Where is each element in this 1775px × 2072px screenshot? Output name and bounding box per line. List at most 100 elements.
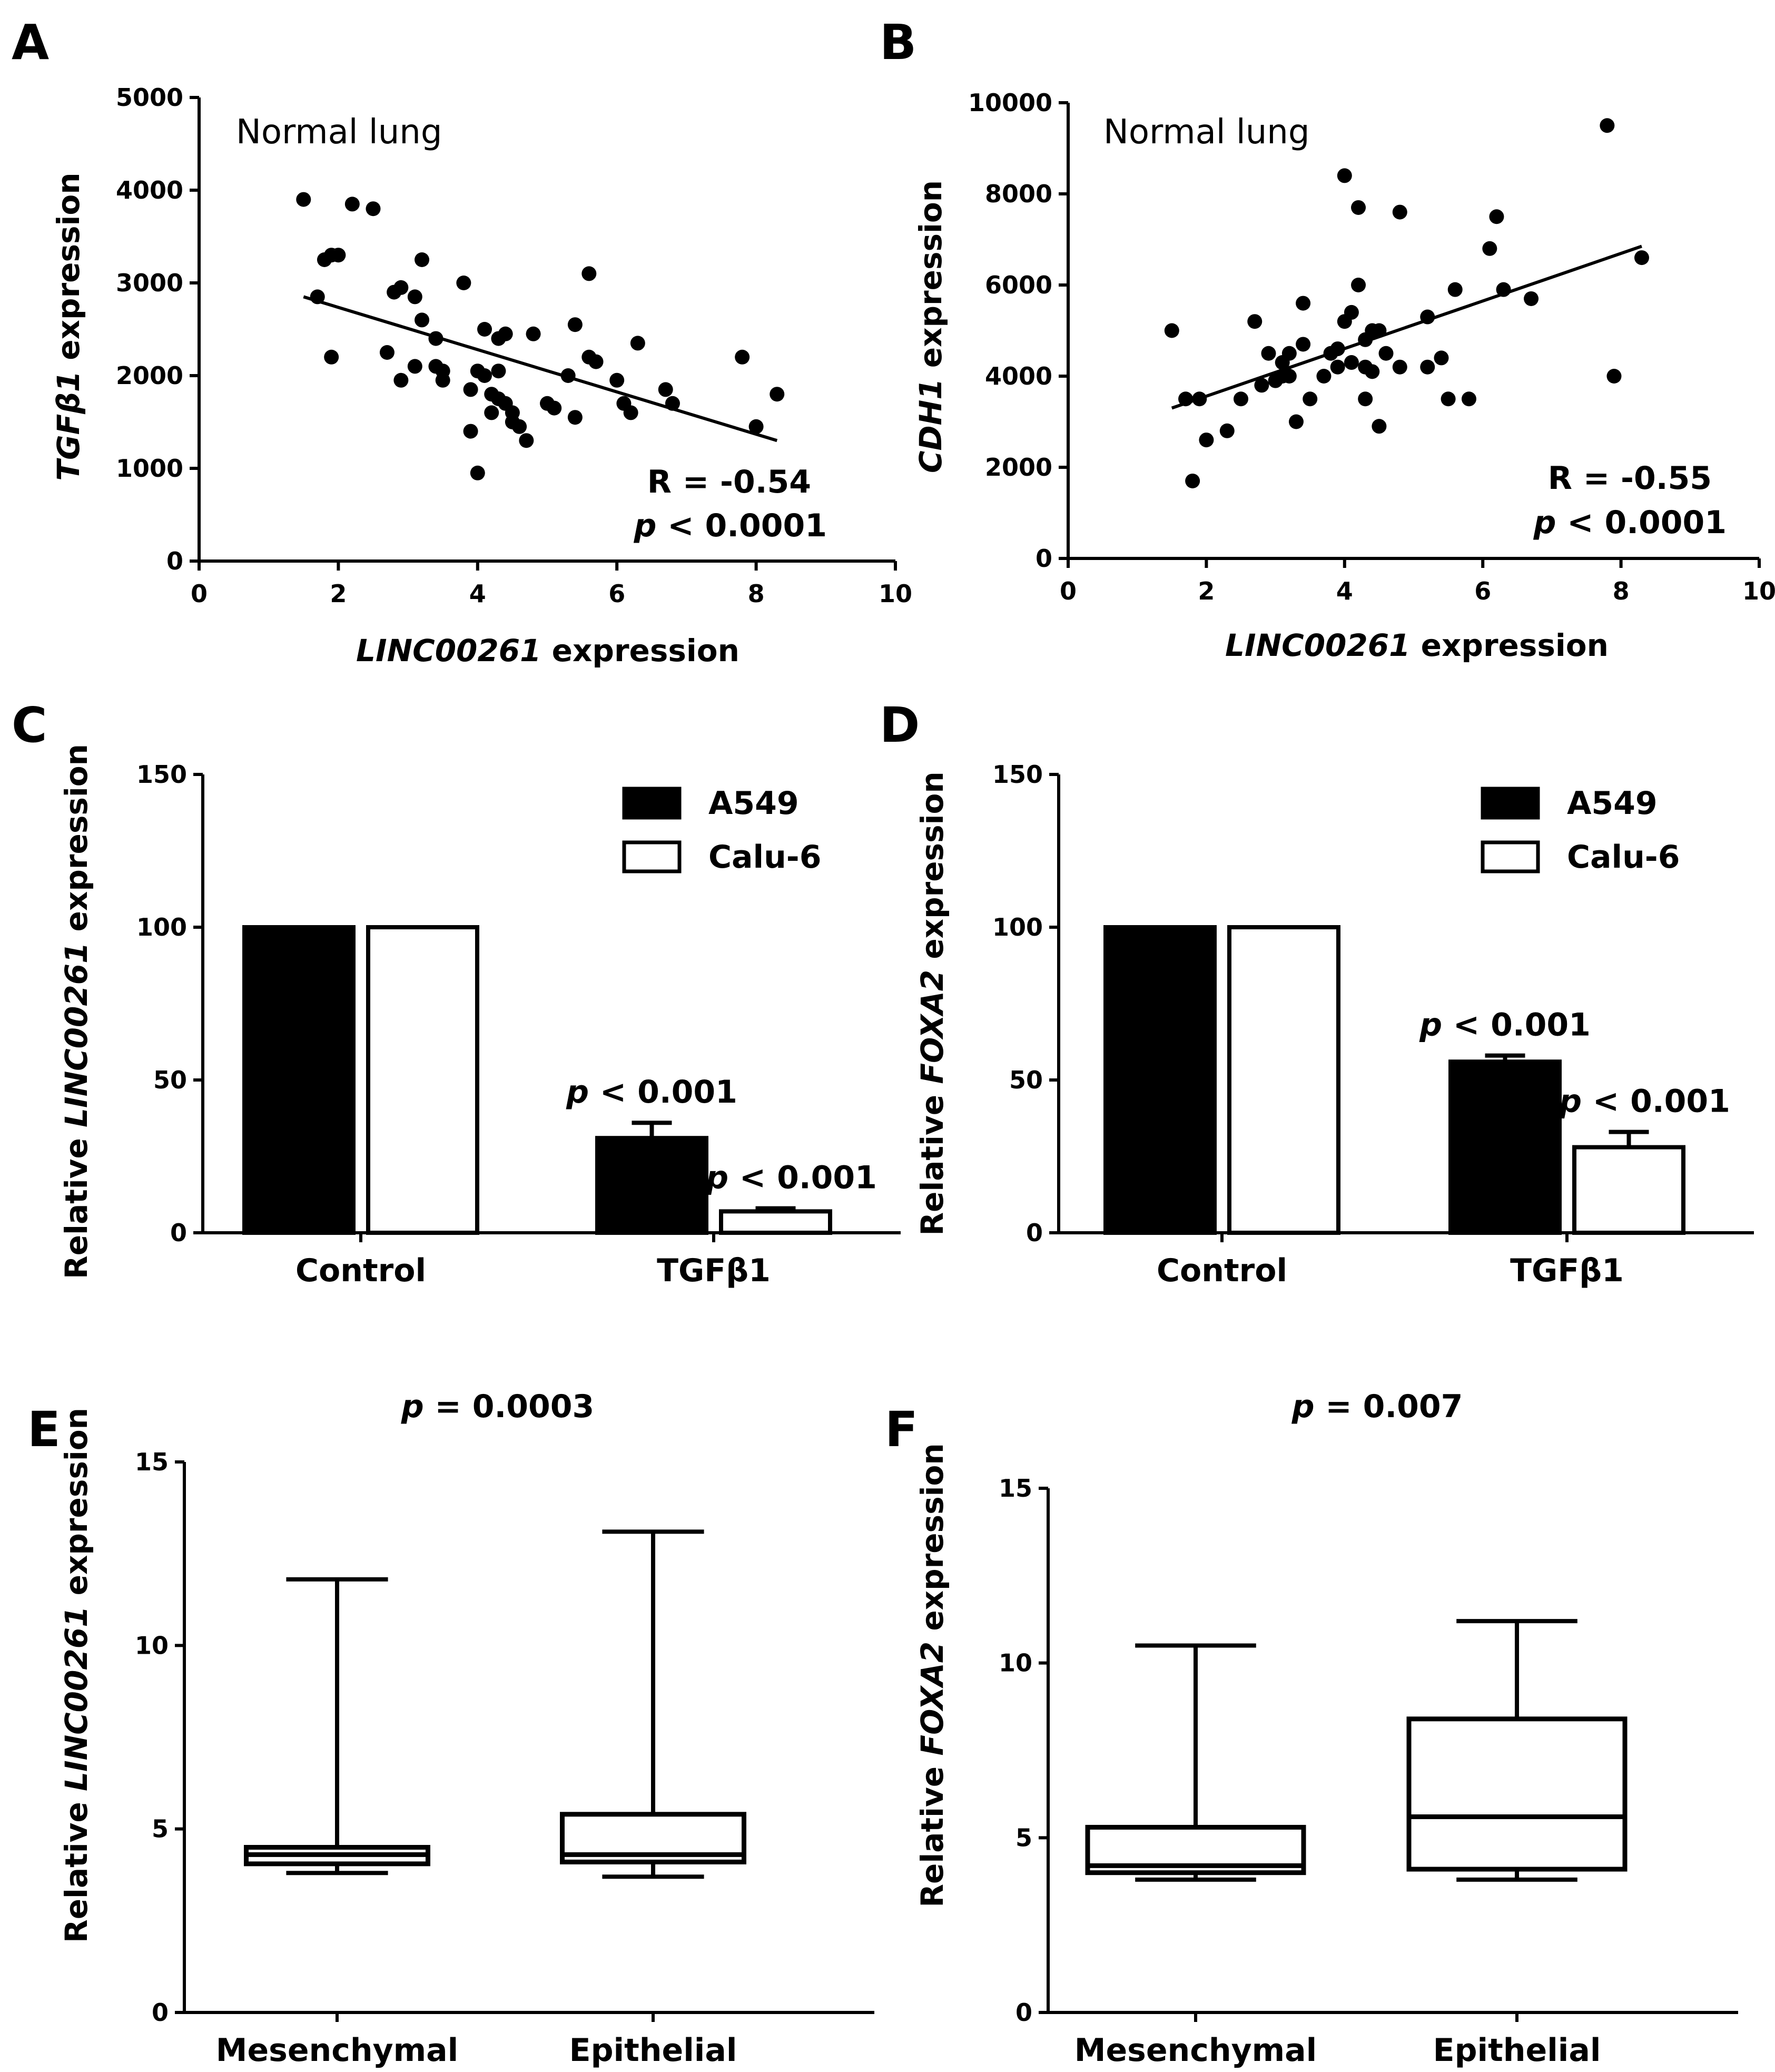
panel-c-p-value: p < 0.001: [705, 1160, 877, 1196]
panel-a-data-point: [379, 345, 395, 360]
panel-a-data-point: [567, 317, 583, 332]
panel-b-data-point: [1441, 391, 1456, 407]
panel-b-data-point: [1281, 346, 1297, 361]
panel-b-data-point: [1461, 391, 1476, 407]
panel-b-data-point: [1524, 291, 1539, 306]
panel-f-y-axis-title: Relative FOXA2 expression: [914, 1443, 950, 1907]
panel-b-data-point: [1254, 378, 1269, 393]
panel-c-bar-a549: [595, 1136, 708, 1235]
panel-b-axes: 0 2 4 6 8 10 0 2000 4000 6000 8000 10000: [968, 89, 1775, 605]
panel-a-data-point: [331, 248, 346, 263]
panel-a-data-point: [463, 424, 478, 439]
panel-a-letter: A: [12, 14, 49, 71]
panel-a-p-value-italic: p: [633, 507, 656, 544]
panel-b-data-point: [1378, 346, 1394, 361]
panel-a-x-tick-label: 8: [748, 580, 765, 608]
panel-b-x-axis-title: LINC00261 expression: [1225, 627, 1609, 663]
panel-a-data-point: [735, 349, 750, 365]
panel-f-y-axis-title-rest: expression: [914, 1443, 950, 1641]
panel-d-legend-swatch: [1481, 787, 1540, 820]
panel-d-bar-calu6: [1227, 925, 1340, 1235]
panel-f-category-label: Mesenchymal: [1074, 2032, 1317, 2069]
panel-d-y-axis-title: Relative FOXA2 expression: [914, 771, 950, 1235]
panel-b-data-point: [1489, 209, 1504, 224]
panel-a-data-point: [477, 368, 492, 383]
panel-e-p-value-rest: = 0.0003: [424, 1388, 595, 1425]
panel-c-category-label: Control: [295, 1252, 426, 1289]
panel-b-p-value: p < 0.0001: [1533, 504, 1727, 541]
panel-f-y-axis-title-pre: Relative: [914, 1756, 950, 1908]
panel-b-data-point: [1337, 168, 1352, 183]
panel-b-data-point: [1185, 473, 1200, 488]
panel-c-bar-calu6: [366, 925, 479, 1235]
panel-c-p-value-rest: < 0.001: [589, 1074, 737, 1111]
panel-f-y-tick-label: 10: [999, 1649, 1032, 1677]
panel-f-box: F 0 5 10 15 Mesenchymal Epithelial Relative F…: [885, 1388, 1738, 2069]
panel-a-data-point: [491, 364, 506, 379]
panel-c-y-tick-label: 50: [153, 1066, 187, 1094]
panel-a-data-point: [519, 433, 534, 448]
panel-e-letter: E: [27, 1401, 61, 1458]
panel-b-data-point: [1296, 296, 1311, 311]
panel-b-data-point: [1365, 364, 1380, 379]
panel-c-y-tick-label: 100: [136, 913, 187, 941]
panel-a-x-tick-label: 0: [191, 580, 208, 608]
panel-a-data-point: [456, 276, 471, 290]
panel-b-y-axis-title-italic: CDH1: [913, 378, 949, 473]
panel-a-data-point: [393, 372, 409, 388]
panel-e-y-axis-title-pre: Relative: [58, 1791, 94, 1943]
panel-e-p-value-italic: p: [401, 1388, 424, 1425]
panel-b-data-point: [1288, 414, 1304, 429]
panel-a-data-point: [630, 336, 645, 351]
panel-a-y-tick-label: 0: [166, 547, 183, 575]
panel-b-p-value-rest: < 0.0001: [1556, 504, 1727, 541]
panel-e-category-label: Mesenchymal: [216, 2032, 459, 2069]
panel-c-legend: A549 Calu-6: [622, 785, 821, 876]
panel-a-p-value-rest: < 0.0001: [656, 507, 827, 544]
panel-a-y-axis-title-italic: TGFβ1: [51, 371, 86, 481]
panel-b-data-point: [1351, 200, 1366, 215]
panel-a-data-point: [407, 289, 422, 305]
panel-a-regression-line: [303, 295, 778, 443]
panel-b-x-tick-label: 10: [1742, 577, 1775, 605]
panel-b-data-point: [1296, 337, 1311, 352]
panel-d-legend-label: A549: [1567, 785, 1658, 822]
panel-b-data-point: [1482, 241, 1497, 256]
panel-b-data-point: [1330, 359, 1345, 375]
panel-a-data-point: [484, 405, 499, 420]
panel-b-data-point: [1392, 359, 1407, 375]
panel-d-legend: A549 Calu-6: [1481, 785, 1680, 876]
panel-a-y-tick-label: 5000: [116, 83, 183, 112]
panel-a-data-point: [435, 372, 450, 388]
panel-b-annotation: Normal lung: [1103, 113, 1309, 152]
panel-b-x-axis-title-italic: LINC00261: [1225, 627, 1410, 663]
panel-a-data-point: [512, 419, 527, 434]
panel-c-y-axis-title-italic: LINC00261: [58, 942, 94, 1127]
panel-b-data-point: [1392, 204, 1407, 220]
panel-b-data-point: [1420, 359, 1435, 375]
panel-e-y-axis-title-rest: expression: [58, 1408, 94, 1606]
panel-d-y-axis-title-rest: expression: [914, 771, 950, 969]
panel-c-y-axis-title-rest: expression: [58, 744, 94, 942]
panel-d-p-value: p < 0.001: [1559, 1083, 1730, 1120]
panel-f-y-tick-label: 0: [1015, 1998, 1032, 2027]
panel-b-r-value: R = -0.55: [1548, 460, 1712, 497]
panel-b-data-point: [1281, 369, 1297, 384]
panel-a-data-point: [567, 410, 583, 425]
panel-a-y-axis-title: TGFβ1 expression: [51, 172, 86, 480]
panel-a-data-point: [623, 405, 638, 420]
panel-d-category-label: TGFβ1: [1510, 1252, 1624, 1289]
panel-a-x-tick-label: 2: [330, 580, 347, 608]
panel-a-x-axis-title-rest: expression: [541, 633, 739, 669]
panel-e-box: E 0 5 10 15 Mesenchymal Epithelial Relative L…: [27, 1388, 874, 2069]
panel-b-x-tick-label: 4: [1336, 577, 1353, 605]
panel-b-regression-line: [1171, 244, 1642, 410]
panel-d-y-tick-label: 100: [992, 913, 1043, 941]
panel-c-p-value-italic: p: [705, 1160, 728, 1196]
panel-a-data-point: [770, 387, 785, 402]
panel-a-data-point: [366, 201, 381, 217]
panel-b-x-tick-label: 6: [1474, 577, 1491, 605]
